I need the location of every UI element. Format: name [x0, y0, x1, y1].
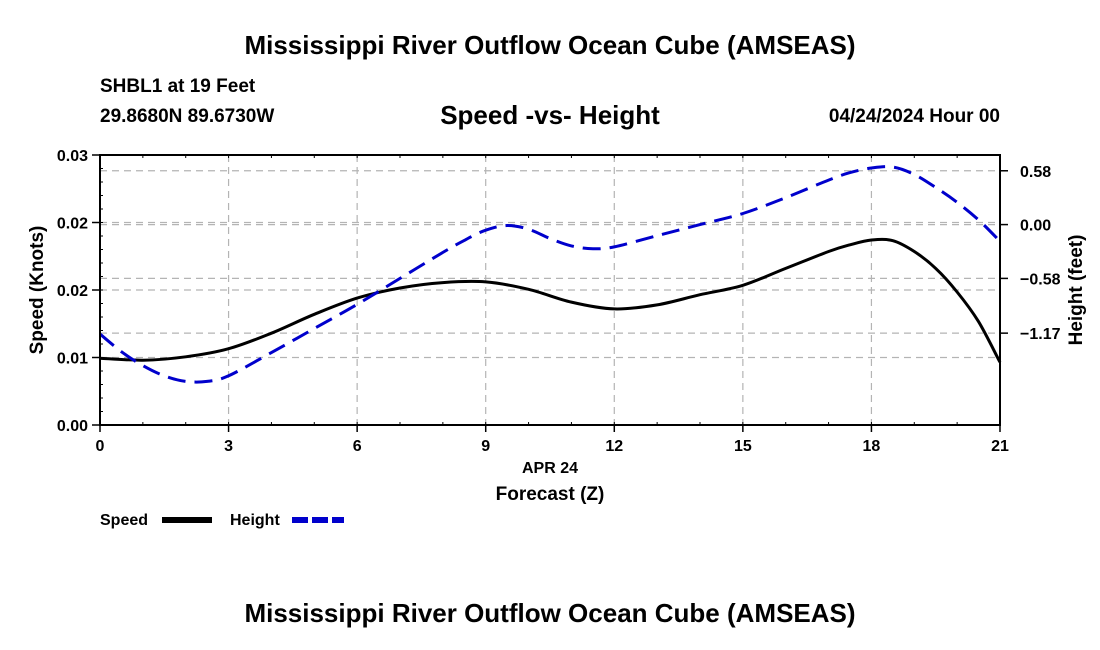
x-axis-label: Forecast (Z): [496, 484, 605, 505]
y-axis-right-label: Height (feet): [1066, 235, 1087, 346]
height-series-line: [99, 165, 1002, 384]
speed-series-line: [99, 237, 1002, 363]
y-right-tick-label: 0.00: [1020, 218, 1051, 235]
x-tick-label: 6: [353, 438, 362, 455]
x-tick-label: 15: [734, 438, 752, 455]
station-label: SHBL1 at 19 Feet: [100, 76, 256, 97]
y-left-tick-label: 0.01: [57, 351, 88, 368]
coordinates-label: 29.8680N 89.6730W: [100, 106, 275, 127]
y-axis-left-label: Speed (Knots): [27, 226, 48, 355]
legend-speed-label: Speed: [100, 512, 148, 529]
y-left-tick-label: 0.02: [57, 216, 88, 233]
x-tick-label: 9: [481, 438, 490, 455]
y-right-tick-label: 0.58: [1020, 164, 1051, 181]
x-tick-label: 12: [605, 438, 623, 455]
footer-title: Mississippi River Outflow Ocean Cube (AM…: [244, 598, 856, 628]
x-tick-label: 0: [96, 438, 105, 455]
x-tick-label: 3: [224, 438, 233, 455]
legend: Speed Height: [100, 512, 344, 529]
chart-title: Speed -vs- Height: [440, 100, 660, 130]
datetime-label: 04/24/2024 Hour 00: [828, 106, 1000, 127]
axes: 0 3 6 9 12 15 18 21 0.00 0.01 0.02 0.02 0.03 0.58 0.00…: [57, 148, 1061, 455]
x-tick-label: 21: [991, 438, 1009, 455]
y-right-tick-label: −1.17: [1020, 326, 1061, 343]
grid: [100, 155, 1000, 425]
y-left-tick-label: 0.02: [57, 283, 88, 300]
y-left-tick-label: 0.03: [57, 148, 88, 165]
legend-height-label: Height: [230, 512, 280, 529]
main-title: Mississippi River Outflow Ocean Cube (AM…: [244, 30, 856, 60]
x-tick-label: 18: [863, 438, 881, 455]
x-axis-date-label: APR 24: [522, 460, 578, 477]
y-left-tick-label: 0.00: [57, 418, 88, 435]
series-layer: [99, 165, 1002, 384]
y-right-tick-label: −0.58: [1020, 271, 1061, 288]
